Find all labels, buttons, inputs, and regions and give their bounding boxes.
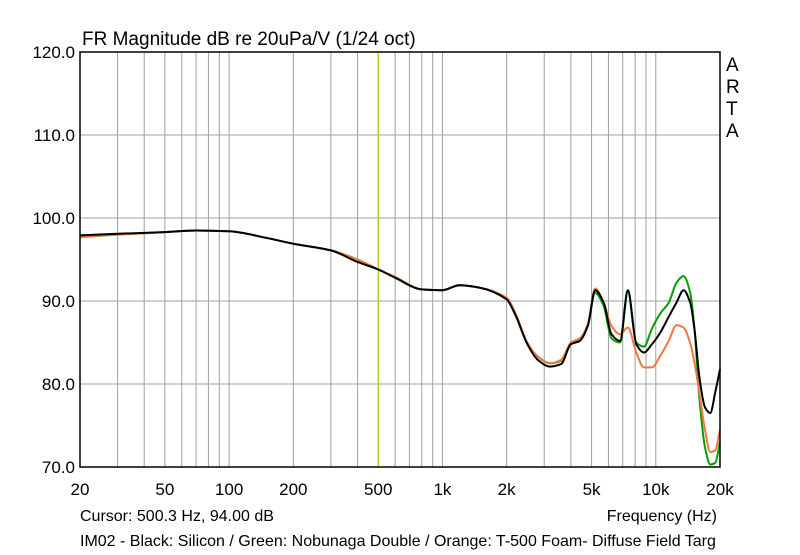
arta-letter: A xyxy=(726,121,739,142)
x-tick-label: 10k xyxy=(642,480,670,499)
x-tick-label: 5k xyxy=(583,480,601,499)
series-line-black xyxy=(79,229,721,415)
series-lines xyxy=(79,229,721,466)
cursor-readout: Cursor: 500.3 Hz, 94.00 dB xyxy=(80,508,274,525)
arta-letter: R xyxy=(726,77,740,98)
y-tick-label: 80.0 xyxy=(42,375,75,394)
x-tick-label: 100 xyxy=(215,480,243,499)
x-tick-label: 50 xyxy=(155,480,174,499)
y-tick-label: 70.0 xyxy=(42,458,75,477)
series-line-orange xyxy=(79,229,721,454)
y-tick-label: 110.0 xyxy=(34,126,75,145)
horizontal-grid xyxy=(80,134,720,385)
y-tick-labels: 70.0 80.0 90.0 100.0 110.0 120.0 xyxy=(32,43,75,477)
footer-legend-text: IM02 - Black: Silicon / Green: Nobunaga … xyxy=(80,533,716,550)
x-tick-labels: 20 50 100 200 500 1k 2k 5k 10k 20k xyxy=(71,480,735,499)
x-tick-label: 1k xyxy=(433,480,451,499)
series-line-green xyxy=(79,229,721,466)
y-tick-label: 90.0 xyxy=(42,292,75,311)
x-tick-label: 20k xyxy=(706,480,734,499)
x-tick-label: 500 xyxy=(364,480,392,499)
x-axis-label: Frequency (Hz) xyxy=(607,508,717,525)
y-tick-label: 100.0 xyxy=(32,209,75,228)
arta-label: A R T A xyxy=(726,55,740,142)
arta-letter: A xyxy=(726,55,739,76)
plot-frame xyxy=(79,51,721,468)
y-tick-label: 120.0 xyxy=(32,43,75,62)
arta-letter: T xyxy=(726,99,738,120)
chart-title: FR Magnitude dB re 20uPa/V (1/24 oct) xyxy=(82,29,416,50)
x-tick-label: 20 xyxy=(71,480,90,499)
x-tick-label: 200 xyxy=(279,480,307,499)
x-tick-label: 2k xyxy=(498,480,516,499)
vertical-grid xyxy=(117,52,657,467)
